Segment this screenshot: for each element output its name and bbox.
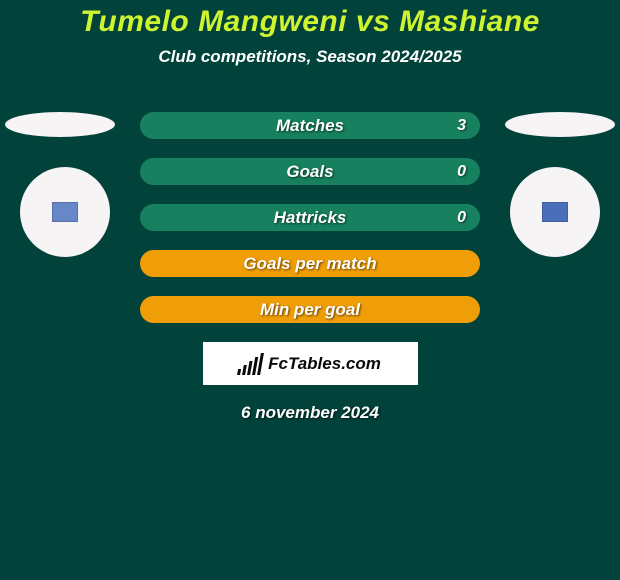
player-left-circle	[20, 167, 110, 257]
stat-rows: Matches 3 Goals 0 Hattricks 0 Goals per …	[140, 112, 480, 323]
brand-text: FcTables.com	[268, 354, 381, 374]
stat-label: Goals per match	[140, 254, 480, 274]
stat-row-goals: Goals 0	[140, 158, 480, 185]
stat-label: Hattricks	[140, 208, 480, 228]
stat-label: Min per goal	[140, 300, 480, 320]
player-right-circle	[510, 167, 600, 257]
brand-box: FcTables.com	[203, 342, 418, 385]
player-left-badge-icon	[52, 202, 78, 222]
subtitle: Club competitions, Season 2024/2025	[0, 47, 620, 67]
comparison-content: Matches 3 Goals 0 Hattricks 0 Goals per …	[0, 112, 620, 423]
stat-label: Matches	[140, 116, 480, 136]
date-line: 6 november 2024	[0, 403, 620, 423]
stat-label: Goals	[140, 162, 480, 182]
player-right-ellipse	[505, 112, 615, 137]
stat-right-value: 3	[457, 117, 466, 135]
player-left-ellipse	[5, 112, 115, 137]
stat-row-min-per-goal: Min per goal	[140, 296, 480, 323]
brand-bars-icon	[237, 353, 264, 375]
stat-right-value: 0	[457, 209, 466, 227]
page-title: Tumelo Mangweni vs Mashiane	[0, 0, 620, 39]
stat-row-goals-per-match: Goals per match	[140, 250, 480, 277]
stat-right-value: 0	[457, 163, 466, 181]
player-right-badge-icon	[542, 202, 568, 222]
stat-row-matches: Matches 3	[140, 112, 480, 139]
stat-row-hattricks: Hattricks 0	[140, 204, 480, 231]
